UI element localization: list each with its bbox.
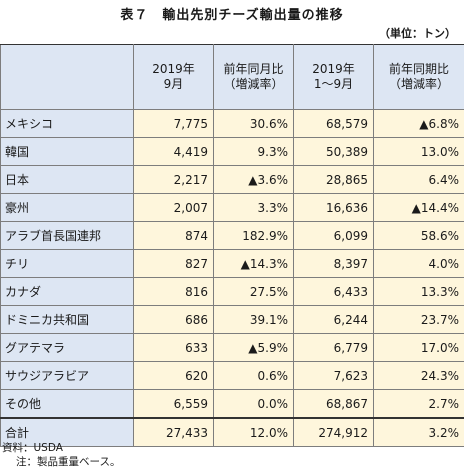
country-cell: メキシコ (0, 109, 134, 138)
rate-cell: 182.9% (213, 221, 294, 250)
header-line: 2019年 (152, 62, 195, 76)
volume-cell: 8,397 (293, 249, 374, 278)
header-sep-2019: 2019年 9月 (133, 44, 214, 110)
volume-cell: 68,579 (293, 109, 374, 138)
rate-cell: ▲14.3% (213, 249, 294, 278)
header-line: 前年同月比 (223, 62, 284, 76)
country-cell: サウジアラビア (0, 361, 134, 390)
country-cell: その他 (0, 389, 134, 419)
volume-cell: 6,779 (293, 333, 374, 362)
table-row: サウジアラビア 620 0.6% 7,623 24.3% (0, 361, 464, 390)
table-row: カナダ 816 27.5% 6,433 13.3% (0, 277, 464, 306)
country-cell: ドミニカ共和国 (0, 305, 134, 334)
volume-cell: 50,389 (293, 137, 374, 166)
country-cell: グアテマラ (0, 333, 134, 362)
header-row: 2019年 9月 前年同月比 （増減率） 2019年 1～9月 前年同期比 （増… (0, 44, 464, 110)
country-cell: 豪州 (0, 193, 134, 222)
table-row: ドミニカ共和国 686 39.1% 6,244 23.7% (0, 305, 464, 334)
volume-cell: 68,867 (293, 389, 374, 419)
volume-cell: 6,099 (293, 221, 374, 250)
rate-cell: 12.0% (213, 417, 294, 447)
rate-cell: 27.5% (213, 277, 294, 306)
table-row: グアテマラ 633 ▲5.9% 6,779 17.0% (0, 333, 464, 362)
country-cell: 韓国 (0, 137, 134, 166)
rate-cell: ▲14.4% (373, 193, 464, 222)
volume-cell: 2,217 (133, 165, 214, 194)
header-line: 9月 (163, 77, 184, 91)
rate-cell: 30.6% (213, 109, 294, 138)
country-cell: 日本 (0, 165, 134, 194)
header-jan-sep-2019: 2019年 1～9月 (293, 44, 374, 110)
volume-cell: 816 (133, 277, 214, 306)
volume-cell: 7,623 (293, 361, 374, 390)
rate-cell: 39.1% (213, 305, 294, 334)
rate-cell: 0.0% (213, 389, 294, 419)
rate-cell: 9.3% (213, 137, 294, 166)
volume-cell: 6,433 (293, 277, 374, 306)
header-ytd-yoy: 前年同期比 （増減率） (373, 44, 464, 110)
rate-cell: 58.6% (373, 221, 464, 250)
volume-cell: 620 (133, 361, 214, 390)
volume-cell: 6,559 (133, 389, 214, 419)
volume-cell: 274,912 (293, 417, 374, 447)
volume-cell: 7,775 (133, 109, 214, 138)
volume-cell: 633 (133, 333, 214, 362)
rate-cell: 2.7% (373, 389, 464, 419)
rate-cell: 6.4% (373, 165, 464, 194)
table-row: 日本 2,217 ▲3.6% 28,865 6.4% (0, 165, 464, 194)
table-row: メキシコ 7,775 30.6% 68,579 ▲6.8% (0, 109, 464, 138)
volume-cell: 28,865 (293, 165, 374, 194)
header-line: 2019年 (312, 62, 355, 76)
country-cell: 合計 (0, 417, 134, 447)
rate-cell: ▲5.9% (213, 333, 294, 362)
rate-cell: 3.2% (373, 417, 464, 447)
header-line: 1～9月 (313, 77, 354, 91)
export-table: 2019年 9月 前年同月比 （増減率） 2019年 1～9月 前年同期比 （増… (0, 44, 464, 447)
header-line: （増減率） (223, 77, 284, 91)
volume-cell: 2,007 (133, 193, 214, 222)
table-row: アラブ首長国連邦 874 182.9% 6,099 58.6% (0, 221, 464, 250)
rate-cell: 13.0% (373, 137, 464, 166)
unit-label: （単位：トン） (379, 27, 456, 40)
rate-cell: ▲3.6% (213, 165, 294, 194)
volume-cell: 874 (133, 221, 214, 250)
header-line: （増減率） (388, 77, 449, 91)
rate-cell: 17.0% (373, 333, 464, 362)
volume-cell: 27,433 (133, 417, 214, 447)
header-corner (0, 44, 134, 110)
source-note: 資料：USDA (2, 442, 63, 454)
volume-cell: 6,244 (293, 305, 374, 334)
header-line: 前年同期比 (388, 62, 449, 76)
country-cell: カナダ (0, 277, 134, 306)
table-row: 豪州 2,007 3.3% 16,636 ▲14.4% (0, 193, 464, 222)
table-row: 韓国 4,419 9.3% 50,389 13.0% (0, 137, 464, 166)
volume-cell: 16,636 (293, 193, 374, 222)
volume-cell: 827 (133, 249, 214, 278)
weight-note: 注：製品重量ベース。 (16, 456, 121, 468)
volume-cell: 686 (133, 305, 214, 334)
rate-cell: ▲6.8% (373, 109, 464, 138)
total-row: 合計 27,433 12.0% 274,912 3.2% (0, 417, 464, 447)
rate-cell: 24.3% (373, 361, 464, 390)
rate-cell: 13.3% (373, 277, 464, 306)
table-title: 表７ 輸出先別チーズ輸出量の推移 (120, 8, 344, 23)
country-cell: アラブ首長国連邦 (0, 221, 134, 250)
table-row: その他 6,559 0.0% 68,867 2.7% (0, 389, 464, 419)
rate-cell: 4.0% (373, 249, 464, 278)
country-cell: チリ (0, 249, 134, 278)
table-row: チリ 827 ▲14.3% 8,397 4.0% (0, 249, 464, 278)
footnotes: 資料：USDA 注：製品重量ベース。 (2, 441, 120, 469)
rate-cell: 0.6% (213, 361, 294, 390)
rate-cell: 23.7% (373, 305, 464, 334)
volume-cell: 4,419 (133, 137, 214, 166)
header-sep-yoy: 前年同月比 （増減率） (213, 44, 294, 110)
rate-cell: 3.3% (213, 193, 294, 222)
